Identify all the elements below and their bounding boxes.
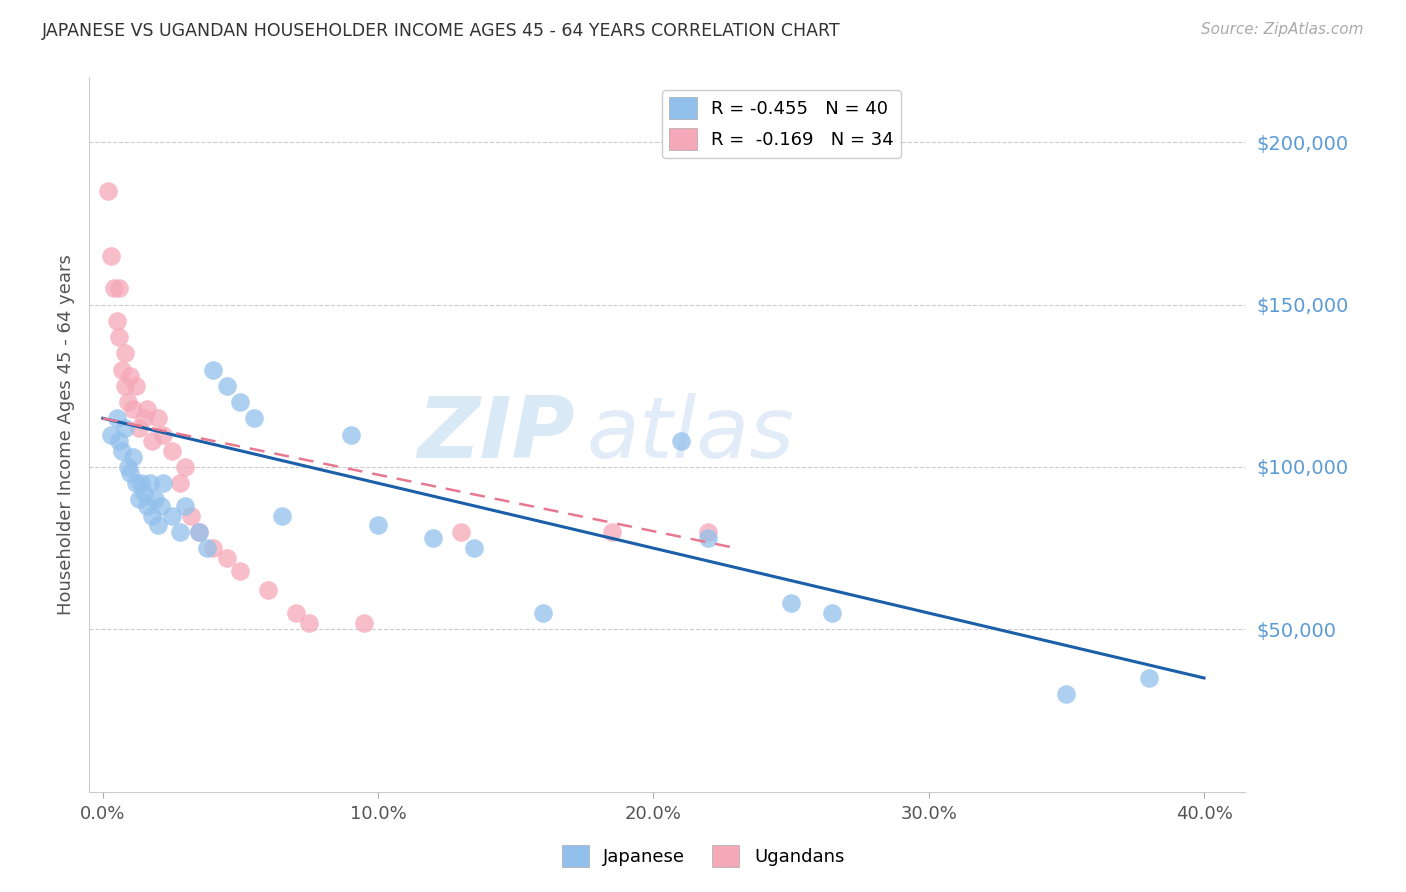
- Point: [105, 314, 128, 328]
- Point: [188, 524, 211, 539]
- Point: [229, 564, 252, 578]
- Point: [134, 486, 156, 500]
- Point: [463, 541, 485, 555]
- Point: [1137, 671, 1160, 685]
- Legend: Japanese, Ugandans: Japanese, Ugandans: [554, 838, 852, 874]
- Point: [197, 541, 219, 555]
- Point: [100, 427, 122, 442]
- Point: [146, 411, 169, 425]
- Y-axis label: Householder Income Ages 45 - 64 years: Householder Income Ages 45 - 64 years: [58, 254, 75, 615]
- Point: [174, 499, 197, 513]
- Point: [697, 532, 720, 546]
- Point: [1054, 687, 1077, 701]
- Point: [201, 362, 224, 376]
- Point: [821, 606, 844, 620]
- Point: [111, 362, 134, 376]
- Point: [353, 615, 375, 630]
- Point: [134, 411, 156, 425]
- Point: [152, 427, 174, 442]
- Point: [243, 411, 266, 425]
- Point: [146, 518, 169, 533]
- Point: [108, 434, 131, 448]
- Point: [117, 460, 139, 475]
- Point: [120, 467, 142, 481]
- Point: [780, 596, 803, 610]
- Point: [141, 434, 163, 448]
- Point: [128, 421, 150, 435]
- Legend: R = -0.455   N = 40, R =  -0.169   N = 34: R = -0.455 N = 40, R = -0.169 N = 34: [662, 90, 901, 158]
- Point: [103, 281, 125, 295]
- Point: [229, 395, 252, 409]
- Point: [114, 379, 136, 393]
- Point: [422, 532, 444, 546]
- Point: [100, 249, 122, 263]
- Point: [97, 184, 120, 198]
- Point: [284, 606, 307, 620]
- Point: [188, 524, 211, 539]
- Point: [169, 524, 191, 539]
- Point: [114, 346, 136, 360]
- Text: atlas: atlas: [586, 393, 794, 476]
- Point: [108, 330, 131, 344]
- Point: [367, 518, 389, 533]
- Point: [531, 606, 554, 620]
- Point: [174, 460, 197, 475]
- Point: [143, 492, 166, 507]
- Point: [180, 508, 202, 523]
- Point: [117, 395, 139, 409]
- Point: [138, 476, 160, 491]
- Point: [125, 476, 148, 491]
- Point: [131, 476, 153, 491]
- Point: [450, 524, 472, 539]
- Point: [669, 434, 692, 448]
- Point: [135, 499, 157, 513]
- Point: [160, 508, 183, 523]
- Point: [298, 615, 321, 630]
- Point: [108, 281, 131, 295]
- Point: [122, 401, 145, 416]
- Point: [105, 411, 128, 425]
- Point: [122, 450, 145, 465]
- Point: [128, 492, 150, 507]
- Point: [215, 550, 238, 565]
- Point: [215, 379, 238, 393]
- Text: ZIP: ZIP: [418, 393, 575, 476]
- Point: [697, 524, 720, 539]
- Point: [120, 369, 142, 384]
- Text: JAPANESE VS UGANDAN HOUSEHOLDER INCOME AGES 45 - 64 YEARS CORRELATION CHART: JAPANESE VS UGANDAN HOUSEHOLDER INCOME A…: [42, 22, 841, 40]
- Point: [125, 379, 148, 393]
- Point: [160, 443, 183, 458]
- Point: [600, 524, 623, 539]
- Text: Source: ZipAtlas.com: Source: ZipAtlas.com: [1201, 22, 1364, 37]
- Point: [135, 401, 157, 416]
- Point: [169, 476, 191, 491]
- Point: [141, 508, 163, 523]
- Point: [111, 443, 134, 458]
- Point: [257, 583, 280, 598]
- Point: [270, 508, 292, 523]
- Point: [339, 427, 361, 442]
- Point: [114, 421, 136, 435]
- Point: [152, 476, 174, 491]
- Point: [201, 541, 224, 555]
- Point: [149, 499, 172, 513]
